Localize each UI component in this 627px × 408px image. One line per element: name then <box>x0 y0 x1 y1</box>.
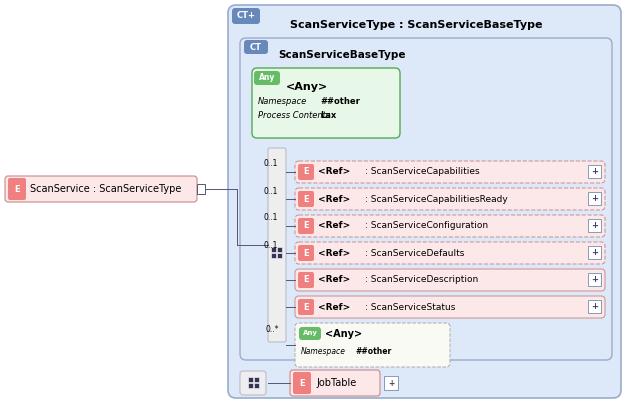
Text: +: + <box>388 379 394 388</box>
FancyBboxPatch shape <box>240 371 266 395</box>
Bar <box>248 383 253 388</box>
Text: E: E <box>303 248 309 257</box>
FancyBboxPatch shape <box>244 40 268 54</box>
FancyBboxPatch shape <box>298 191 314 207</box>
Text: ##other: ##other <box>320 98 360 106</box>
Text: E: E <box>303 275 309 284</box>
Text: ##other: ##other <box>355 346 391 355</box>
Text: <Ref>: <Ref> <box>318 275 350 284</box>
FancyBboxPatch shape <box>295 242 605 264</box>
Bar <box>588 273 601 286</box>
Text: Any: Any <box>302 330 317 337</box>
Text: +: + <box>591 275 598 284</box>
FancyBboxPatch shape <box>252 68 400 138</box>
FancyBboxPatch shape <box>295 323 450 367</box>
FancyBboxPatch shape <box>588 219 601 232</box>
Text: E: E <box>303 195 309 204</box>
Text: ScanService : ScanServiceType: ScanService : ScanServiceType <box>30 184 181 194</box>
Text: +: + <box>591 248 598 257</box>
Text: E: E <box>303 302 309 311</box>
Text: +: + <box>591 221 598 230</box>
FancyBboxPatch shape <box>268 148 286 342</box>
Text: : ScanServiceDefaults: : ScanServiceDefaults <box>365 248 465 257</box>
Text: CT+: CT+ <box>236 11 255 20</box>
Bar <box>254 377 259 382</box>
Text: <Ref>: <Ref> <box>318 248 350 257</box>
FancyBboxPatch shape <box>588 246 601 259</box>
Bar <box>588 192 601 205</box>
Text: +: + <box>591 167 598 176</box>
Text: <Ref>: <Ref> <box>318 195 350 204</box>
FancyBboxPatch shape <box>232 8 260 24</box>
Text: CT: CT <box>250 42 262 51</box>
FancyBboxPatch shape <box>588 300 601 313</box>
Bar <box>588 219 601 232</box>
Text: Namespace: Namespace <box>301 346 346 355</box>
Text: : ScanServiceConfiguration: : ScanServiceConfiguration <box>365 222 488 231</box>
Bar <box>384 376 398 390</box>
Bar <box>588 246 601 259</box>
Text: E: E <box>303 168 309 177</box>
Text: 0..1: 0..1 <box>263 160 277 169</box>
Text: E: E <box>299 379 305 388</box>
Text: <Any>: <Any> <box>325 329 362 339</box>
Text: 0..1: 0..1 <box>263 240 277 250</box>
Text: : ScanServiceStatus: : ScanServiceStatus <box>365 302 455 311</box>
FancyBboxPatch shape <box>240 38 612 360</box>
Text: <Ref>: <Ref> <box>318 222 350 231</box>
Text: ScanServiceBaseType: ScanServiceBaseType <box>278 50 406 60</box>
FancyBboxPatch shape <box>588 165 601 178</box>
FancyBboxPatch shape <box>295 296 605 318</box>
Bar <box>197 184 205 194</box>
FancyBboxPatch shape <box>295 161 605 183</box>
FancyBboxPatch shape <box>588 273 601 286</box>
Text: JobTable: JobTable <box>316 378 356 388</box>
FancyBboxPatch shape <box>298 299 314 315</box>
Text: Process Contents: Process Contents <box>258 111 330 120</box>
FancyBboxPatch shape <box>254 71 280 85</box>
FancyBboxPatch shape <box>298 164 314 180</box>
FancyBboxPatch shape <box>295 215 605 237</box>
Text: : ScanServiceCapabilities: : ScanServiceCapabilities <box>365 168 480 177</box>
FancyBboxPatch shape <box>293 372 311 394</box>
Bar <box>254 383 259 388</box>
FancyBboxPatch shape <box>588 192 601 205</box>
Bar <box>588 300 601 313</box>
FancyBboxPatch shape <box>5 176 197 202</box>
Bar <box>248 377 253 382</box>
Text: 0..1: 0..1 <box>263 186 277 195</box>
Text: Namespace: Namespace <box>258 98 307 106</box>
Bar <box>588 165 601 178</box>
Text: 0..*: 0..* <box>265 324 278 333</box>
Text: 0..1: 0..1 <box>263 213 277 222</box>
Text: : ScanServiceDescription: : ScanServiceDescription <box>365 275 478 284</box>
Text: +: + <box>591 194 598 203</box>
Text: : ScanServiceCapabilitiesReady: : ScanServiceCapabilitiesReady <box>365 195 508 204</box>
Text: <Ref>: <Ref> <box>318 302 350 311</box>
FancyBboxPatch shape <box>8 178 26 200</box>
FancyBboxPatch shape <box>295 188 605 210</box>
Bar <box>277 253 282 258</box>
Text: E: E <box>14 184 20 193</box>
FancyBboxPatch shape <box>298 245 314 261</box>
FancyBboxPatch shape <box>299 327 321 340</box>
Bar <box>271 247 276 252</box>
FancyBboxPatch shape <box>298 218 314 234</box>
Text: Any: Any <box>259 73 275 82</box>
Text: <Ref>: <Ref> <box>318 168 350 177</box>
FancyBboxPatch shape <box>290 370 380 396</box>
FancyBboxPatch shape <box>295 269 605 291</box>
Bar <box>271 253 276 258</box>
Bar <box>277 247 282 252</box>
Text: E: E <box>303 222 309 231</box>
Text: ScanServiceType : ScanServiceBaseType: ScanServiceType : ScanServiceBaseType <box>290 20 542 30</box>
Text: Lax: Lax <box>320 111 336 120</box>
FancyBboxPatch shape <box>228 5 621 398</box>
Text: <Any>: <Any> <box>286 82 329 92</box>
FancyBboxPatch shape <box>384 376 398 390</box>
FancyBboxPatch shape <box>298 272 314 288</box>
Text: +: + <box>591 302 598 311</box>
